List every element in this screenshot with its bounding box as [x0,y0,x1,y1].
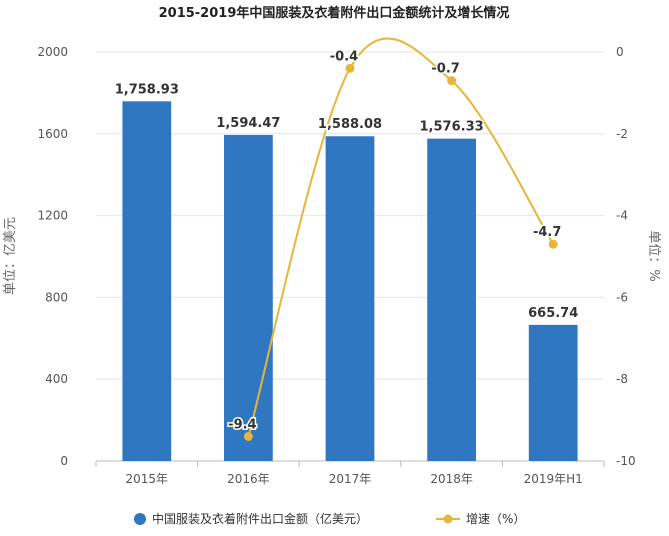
right-tick-label: -6 [616,290,628,304]
growth-value-label: -0.7 [431,62,459,77]
bar [427,138,476,462]
right-tick-label: -8 [616,372,628,386]
legend-label-line: 增速（%） [466,512,525,526]
right-axis: 0 -2 -4 -6 -8 -10 [616,45,636,468]
data-labels: 1,758.93 1,594.47 1,588.08 1,576.33 665.74 -9… [113,48,580,434]
growth-point [548,239,558,249]
right-tick-label: -4 [616,209,628,223]
chart-title: 2015-2019年中国服装及衣着附件出口金额统计及增长情况 [159,5,510,21]
growth-value-label: -0.4 [330,49,358,64]
legend: 中国服装及衣着附件出口金额（亿美元） 增速（%） [134,511,525,526]
x-tick-label: 2019年H1 [524,472,583,486]
bar [528,324,578,461]
growth-point [345,63,355,73]
left-tick-label: 1200 [37,209,68,223]
left-tick-label: 2000 [37,45,68,59]
x-tick-label: 2018年 [430,472,473,486]
right-tick-label: -10 [616,454,636,468]
legend-swatch-dot [443,514,453,524]
growth-value-label: -4.7 [533,225,561,240]
growth-value-label: -9.4 [228,417,256,432]
x-axis: 2015年 2016年 2017年 2018年 2019年H1 [95,461,605,486]
growth-line [247,37,555,437]
right-tick-label: -2 [616,127,628,141]
left-tick-label: 1600 [37,127,68,141]
legend-swatch-bar [134,513,146,525]
bar [122,101,172,461]
bar-value-label: 1,758.93 [115,82,179,97]
bar [325,136,375,461]
left-tick-label: 0 [60,454,68,468]
growth-point [243,431,253,441]
legend-label-bar: 中国服装及衣着附件出口金额（亿美元） [152,511,368,526]
bar-value-label: 1,588.08 [318,117,382,132]
bar-value-label: 1,594.47 [216,116,280,131]
line-series [243,37,558,441]
right-axis-title: 单位：% [646,230,661,281]
left-tick-label: 400 [45,372,68,386]
x-tick-label: 2017年 [329,472,372,486]
left-tick-label: 800 [45,290,68,304]
left-axis-title: 单位：亿美元 [3,217,18,295]
left-axis: 0 400 800 1200 1600 2000 [37,45,68,468]
x-tick-label: 2016年 [227,472,270,486]
bar [224,134,273,461]
x-tick-label: 2015年 [126,472,169,486]
bar-series [122,101,578,462]
growth-point [447,76,457,86]
right-tick-label: 0 [616,45,624,59]
bar-value-label: 1,576.33 [420,120,484,135]
bar-value-label: 665.74 [528,306,578,321]
